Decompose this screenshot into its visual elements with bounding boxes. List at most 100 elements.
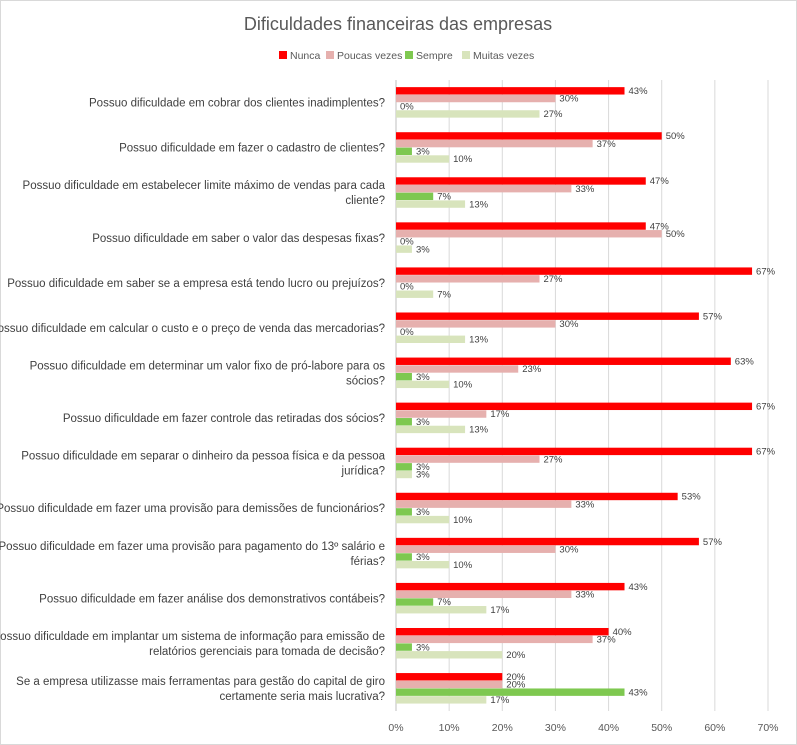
data-label: 3% (416, 372, 430, 383)
data-label: 67% (756, 266, 776, 277)
category-label: certamente seria mais lucrativa? (219, 691, 385, 703)
bar (396, 545, 556, 553)
data-label: 67% (756, 402, 776, 413)
category-label: Possuo dificuldade em cobrar dos cliente… (89, 98, 385, 110)
data-label: 43% (629, 687, 649, 698)
data-label: 7% (437, 597, 451, 608)
legend-swatch (279, 51, 287, 59)
data-label: 13% (469, 425, 489, 436)
data-label: 67% (756, 447, 776, 458)
data-label: 0% (400, 237, 414, 248)
data-label: 47% (650, 221, 670, 232)
bar (396, 590, 572, 599)
data-label: 30% (559, 319, 579, 330)
category-label: Possuo dificuldade em separar o dinheiro… (21, 451, 385, 463)
bar (396, 651, 503, 659)
data-label: 47% (650, 176, 670, 187)
category-label: Possuo dificuldade em implantar um siste… (0, 631, 385, 643)
data-label: 43% (629, 582, 649, 593)
legend-swatch (405, 51, 413, 59)
x-tick-label: 10% (439, 722, 460, 734)
data-label: 13% (469, 334, 489, 345)
data-label: 20% (506, 680, 526, 691)
bar (396, 230, 662, 238)
data-label: 57% (703, 311, 723, 322)
data-label: 13% (469, 199, 489, 210)
category-label: Possuo dificuldade em calcular o custo e… (0, 323, 385, 335)
data-label: 27% (543, 109, 563, 120)
category-label: Possuo dificuldade em fazer o cadastro d… (119, 143, 385, 155)
bar (396, 184, 572, 193)
data-label: 37% (597, 139, 617, 150)
legend: Nunca Poucas vezes Sempre Muitas vezes (279, 50, 534, 62)
bar (396, 696, 487, 704)
bar (396, 553, 412, 561)
bar (396, 582, 625, 591)
data-label: 33% (575, 499, 595, 510)
bar (396, 192, 434, 201)
category-label: Possuo dificuldade em estabelecer limite… (23, 180, 386, 192)
bar (396, 455, 540, 463)
legend-swatch (462, 51, 470, 59)
data-label: 57% (703, 537, 723, 548)
bar (396, 410, 487, 418)
data-label: 33% (575, 184, 595, 195)
bars: 43%30%0%27%50%37%3%10%47%33%7%13%47%50%0… (396, 86, 776, 706)
data-label: 63% (735, 356, 755, 367)
legend-label: Nunca (290, 50, 321, 62)
bar (396, 470, 412, 479)
bar (396, 132, 662, 140)
data-label: 23% (522, 364, 542, 375)
data-label: 3% (416, 552, 430, 563)
category-label: Possuo dificuldade em saber se a empresa… (7, 278, 385, 290)
bar (396, 463, 412, 471)
bar (396, 515, 450, 524)
bar (396, 402, 753, 411)
bar (396, 560, 450, 569)
category-label: Possuo dificuldade em fazer análise dos … (39, 593, 385, 605)
category-label: sócios? (346, 375, 385, 387)
bar (396, 606, 487, 614)
bar (396, 372, 412, 381)
data-label: 0% (400, 327, 414, 338)
data-label: 40% (613, 627, 633, 638)
data-label: 20% (506, 650, 526, 661)
data-label: 10% (453, 515, 473, 526)
category-label: jurídica? (341, 466, 385, 478)
bar (396, 380, 450, 389)
data-label: 0% (400, 282, 414, 293)
bar (396, 447, 753, 456)
bar (396, 335, 466, 343)
data-label: 10% (453, 380, 473, 391)
bar (396, 110, 540, 118)
data-label: 30% (559, 94, 579, 105)
x-tick-label: 60% (704, 722, 725, 734)
category-label: Possuo dificuldade em fazer uma provisão… (0, 541, 385, 553)
x-tick-label: 50% (651, 722, 672, 734)
bar (396, 418, 412, 426)
data-label: 3% (416, 507, 430, 518)
bar (396, 139, 593, 148)
data-label: 3% (416, 147, 430, 158)
bar (396, 177, 646, 185)
category-label: Possuo dificuldade em fazer controle das… (63, 413, 385, 425)
bar (396, 94, 556, 103)
bar (396, 680, 503, 689)
legend-label: Sempre (416, 50, 453, 62)
legend-swatch (326, 51, 334, 59)
data-label: 17% (490, 605, 510, 616)
data-label: 3% (416, 642, 430, 653)
bar (396, 222, 646, 230)
bar (396, 155, 450, 163)
gridlines (395, 80, 769, 711)
bar (396, 688, 625, 696)
data-label: 17% (490, 695, 510, 706)
bar (396, 312, 699, 320)
data-label: 10% (453, 154, 473, 165)
data-label: 7% (437, 289, 451, 300)
bar (396, 643, 412, 651)
bar (396, 357, 731, 365)
category-label: Possuo dificuldade em saber o valor das … (92, 233, 385, 245)
bar (396, 267, 753, 275)
